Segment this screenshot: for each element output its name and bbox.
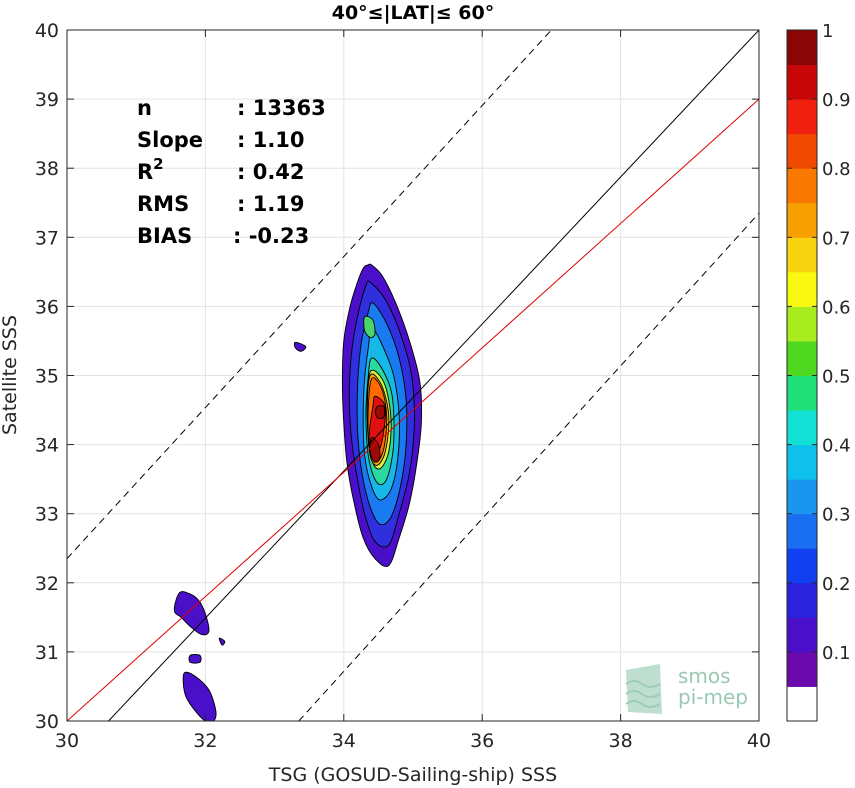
colorbar-label-7: 0.8 <box>822 159 851 180</box>
y-tick-label-0: 30 <box>35 711 59 733</box>
colorbar-band-8 <box>787 410 817 446</box>
colorbar-label-4: 0.5 <box>822 367 851 388</box>
stat-value-3: : 1.19 <box>237 192 305 216</box>
contour-3 <box>188 654 202 664</box>
axis-ticks: 30 32 34 36 38 40 30 31 32 33 34 35 36 37 38 39 40 <box>35 20 771 752</box>
logo-line-1: smos <box>678 664 731 688</box>
colorbar-band-5 <box>787 513 817 549</box>
colorbar-band-13 <box>787 237 817 273</box>
colorbar-band-6 <box>787 479 817 515</box>
x-tick-label-2: 34 <box>332 730 356 752</box>
contour-fills <box>173 263 423 721</box>
colorbar-label-6: 0.7 <box>822 228 851 249</box>
colorbar-label-9: 1 <box>822 21 833 42</box>
colorbar-label-8: 0.9 <box>822 90 851 111</box>
colorbar-band-14 <box>787 202 817 238</box>
x-tick-label-0: 30 <box>55 730 79 752</box>
colorbar-band-15 <box>787 168 817 204</box>
smos-pimep-logo: smos pi-mep <box>625 664 748 714</box>
stat-label-4: BIAS <box>137 224 192 248</box>
colorbar-band-0 <box>787 686 817 722</box>
colorbar-label-1: 0.2 <box>822 574 851 595</box>
colorbar-band-4 <box>787 548 817 584</box>
stat-label-1: Slope <box>137 128 203 152</box>
stats-box: n : 13363 Slope : 1.10 R2 : 0.42 RMS : 1.19 BIAS… <box>137 96 326 248</box>
stat-label-text-2: R <box>137 160 153 184</box>
colorbar-label-2: 0.3 <box>822 505 851 526</box>
y-tick-label-2: 32 <box>35 573 59 595</box>
contour-4 <box>293 341 307 352</box>
stat-value-4: : -0.23 <box>233 224 309 248</box>
logo-line-2: pi-mep <box>678 685 748 709</box>
contour-10 <box>363 315 376 339</box>
colorbar-band-10 <box>787 340 817 376</box>
colorbar-band-1 <box>787 651 817 687</box>
colorbar-band-2 <box>787 617 817 653</box>
contour-5 <box>218 637 226 646</box>
colorbar-label-0: 0.1 <box>822 643 851 664</box>
y-axis-label: Satellite SSS <box>0 315 21 435</box>
colorbar: 0.1 0.2 0.3 0.4 0.5 0.6 0.7 0.8 0.9 1 <box>786 21 851 722</box>
x-axis-label: TSG (GOSUD-Sailing-ship) SSS <box>268 764 557 786</box>
colorbar-band-19 <box>787 30 817 66</box>
contour-2 <box>182 671 217 721</box>
colorbar-band-3 <box>787 582 817 618</box>
colorbar-label-5: 0.6 <box>822 297 851 318</box>
lower-bound-line <box>298 212 759 721</box>
colorbar-band-17 <box>787 99 817 135</box>
colorbar-band-12 <box>787 271 817 307</box>
identity-line <box>108 30 759 721</box>
colorbar-band-16 <box>787 133 817 169</box>
colorbar-band-7 <box>787 444 817 480</box>
logo-waves-icon <box>625 664 662 714</box>
x-tick-label-5: 40 <box>747 730 771 752</box>
colorbar-band-11 <box>787 306 817 342</box>
stat-label-0: n <box>137 96 152 120</box>
stat-label-text-3: RMS <box>137 192 189 216</box>
y-tick-label-1: 31 <box>35 642 59 664</box>
contour-16 <box>369 437 381 463</box>
x-tick-label-4: 38 <box>609 730 633 752</box>
y-tick-label-4: 34 <box>35 435 59 457</box>
chart-title: 40°≤|LAT|≤ 60° <box>332 2 495 24</box>
stat-label-text-4: BIAS <box>137 224 192 248</box>
reference-lines <box>67 30 759 721</box>
stat-label-3: RMS <box>137 192 189 216</box>
y-tick-label-8: 38 <box>35 158 59 180</box>
y-tick-label-3: 33 <box>35 504 59 526</box>
stat-label-text-0: n <box>137 96 152 120</box>
colorbar-label-3: 0.4 <box>822 436 851 457</box>
y-tick-label-9: 39 <box>35 89 59 111</box>
stat-label-text-1: Slope <box>137 128 203 152</box>
colorbar-band-18 <box>787 64 817 100</box>
regression-line <box>67 98 759 721</box>
y-tick-label-5: 35 <box>35 366 59 388</box>
stat-value-0: : 13363 <box>237 96 326 120</box>
contour-15 <box>375 405 386 420</box>
y-tick-label-7: 37 <box>35 227 59 249</box>
stat-value-1: : 1.10 <box>237 128 305 152</box>
stat-label-2: R2 <box>137 155 164 184</box>
colorbar-band-9 <box>787 375 817 411</box>
y-tick-label-6: 36 <box>35 296 59 318</box>
stat-value-2: : 0.42 <box>237 160 305 184</box>
x-tick-label-3: 36 <box>470 730 494 752</box>
x-tick-label-1: 32 <box>193 730 217 752</box>
stat-label-superscript-2: 2 <box>153 155 163 173</box>
y-tick-label-10: 40 <box>35 20 59 42</box>
